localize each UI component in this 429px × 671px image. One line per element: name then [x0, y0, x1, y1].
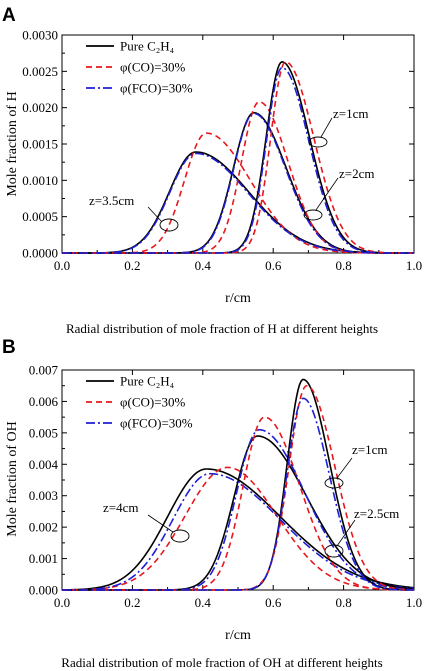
z2-ellipse: [303, 209, 323, 221]
b-z4-pointer: [147, 514, 174, 533]
panel-a-ylabel: Mole fraction of H: [5, 91, 20, 196]
x-tick-label: 0.4: [195, 595, 212, 610]
legend-label: φ(FCO)=30%: [120, 416, 193, 431]
b-z25-ellipse: [324, 544, 344, 558]
plot-frame: [61, 34, 415, 254]
panel-b-legend: Pure C₂H₄ φ(CO)=30% φ(FCO)=30%: [86, 374, 193, 431]
z1-pointer: [320, 117, 333, 138]
y-tick-label: 0.001: [29, 551, 58, 566]
series-line-dash-z4cm: [61, 466, 415, 591]
y-tick-label: 0.007: [29, 363, 59, 378]
y-tick-label: 0.0000: [22, 246, 58, 261]
panel-b-curves: [61, 378, 415, 591]
legend-label: φ(CO)=30%: [120, 60, 186, 75]
panel-a: A Mole fraction of H r/cm Radial distrib…: [2, 5, 422, 336]
panel-a-legend: Pure C₂H₄ φ(CO)=30% φ(FCO)=30%: [86, 39, 193, 96]
legend-label: φ(FCO)=30%: [120, 81, 193, 96]
x-tick-label: 0.2: [124, 595, 140, 610]
b-z1-ellipse: [324, 477, 344, 489]
z2-pointer: [315, 177, 339, 211]
b-z1-pointer: [336, 457, 353, 479]
panel-b-caption: Radial distribution of mole fraction of …: [61, 655, 382, 670]
x-tick-label: 0.6: [265, 258, 282, 273]
series-line-dashdot-z1cm: [62, 397, 415, 591]
y-tick-label: 0.004: [29, 457, 59, 472]
panel-b-axes: 0.0 0.2 0.4 0.6 0.8 1.0 0.000 0.001 0.002 0.003 0.…: [29, 363, 422, 611]
y-tick-label: 0.0015: [22, 137, 58, 152]
panel-a-curves: [62, 61, 414, 254]
panel-b-ylabel: Mole fraction of OH: [5, 421, 20, 536]
panel-b-xlabel: r/cm: [225, 628, 251, 643]
series-line-dash-z1cm: [62, 61, 414, 254]
legend-label: φ(CO)=30%: [120, 395, 186, 410]
x-tick-label: 0.0: [54, 595, 70, 610]
series-line-dash-z2.5cm: [62, 416, 414, 591]
annotation-z1cm: z=1cm: [333, 106, 368, 121]
y-tick-label: 0.0030: [22, 28, 58, 43]
panel-a-caption: Radial distribution of mole fraction of …: [66, 321, 378, 336]
x-tick-label: 0.0: [54, 258, 70, 273]
y-tick-label: 0.002: [29, 520, 58, 535]
y-tick-label: 0.000: [29, 583, 58, 598]
panel-a-tag: A: [2, 5, 16, 26]
y-tick-label: 0.003: [29, 488, 58, 503]
panel-b-tag: B: [2, 337, 16, 358]
x-tick-label: 0.4: [195, 258, 212, 273]
b-z4-ellipse: [170, 529, 190, 543]
y-tick-label: 0.006: [29, 394, 59, 409]
panel-a-axes: 0.0 0.2 0.4 0.6 0.8 1.0 0.0000 0.0005 0.0010 0.00…: [22, 28, 422, 274]
series-line-dashdot-z1cm: [62, 66, 414, 254]
y-tick-label: 0.005: [29, 425, 58, 440]
series-line-solid-z1cm: [62, 378, 415, 591]
z35-ellipse: [159, 218, 179, 232]
x-tick-label: 1.0: [406, 258, 422, 273]
x-tick-label: 0.6: [265, 595, 282, 610]
y-tick-label: 0.0020: [22, 100, 58, 115]
z35-pointer: [147, 206, 163, 223]
y-tick-label: 0.0010: [22, 173, 58, 188]
panel-b-annotations: z=1cm z=2.5cm z=4cm: [103, 442, 399, 558]
x-tick-label: 0.2: [124, 258, 140, 273]
series-line-dash-z1cm: [62, 384, 415, 591]
legend-label: Pure C₂H₄: [120, 374, 175, 389]
annotation-z35cm: z=3.5cm: [89, 193, 134, 208]
panel-b: B Mole fraction of OH r/cm Radial distri…: [2, 337, 422, 670]
x-tick-label: 0.8: [335, 595, 351, 610]
annotation-b-z25cm: z=2.5cm: [354, 506, 399, 521]
legend-label: Pure C₂H₄: [120, 39, 175, 54]
annotation-b-z1cm: z=1cm: [352, 442, 387, 457]
y-tick-label: 0.0005: [22, 209, 58, 224]
series-line-solid-z1cm: [62, 61, 414, 254]
y-tick-label: 0.0025: [22, 64, 58, 79]
x-tick-label: 1.0: [406, 595, 422, 610]
annotation-b-z4cm: z=4cm: [103, 500, 138, 515]
z1-ellipse: [308, 136, 328, 148]
x-tick-label: 0.8: [335, 258, 351, 273]
b-z25-pointer: [336, 519, 356, 547]
panel-a-annotations: z=1cm z=2cm z=3.5cm: [89, 106, 374, 232]
annotation-z2cm: z=2cm: [339, 166, 374, 181]
panel-a-xlabel: r/cm: [225, 291, 251, 306]
